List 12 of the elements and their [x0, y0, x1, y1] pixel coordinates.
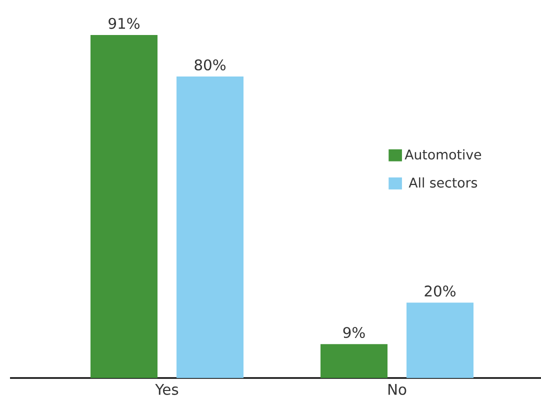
legend-label: All sectors [408, 177, 478, 188]
bar [320, 344, 388, 378]
data-label: 20% [424, 285, 456, 297]
bar [406, 302, 474, 378]
x-tick-label: Yes [155, 384, 178, 395]
legend-label: Automotive [404, 149, 482, 160]
x-tick-label: No [388, 384, 406, 395]
data-label: 91% [108, 18, 140, 29]
bar [176, 76, 244, 378]
bar [90, 35, 158, 378]
data-label: 80% [194, 59, 226, 70]
data-label: 9% [343, 326, 365, 338]
